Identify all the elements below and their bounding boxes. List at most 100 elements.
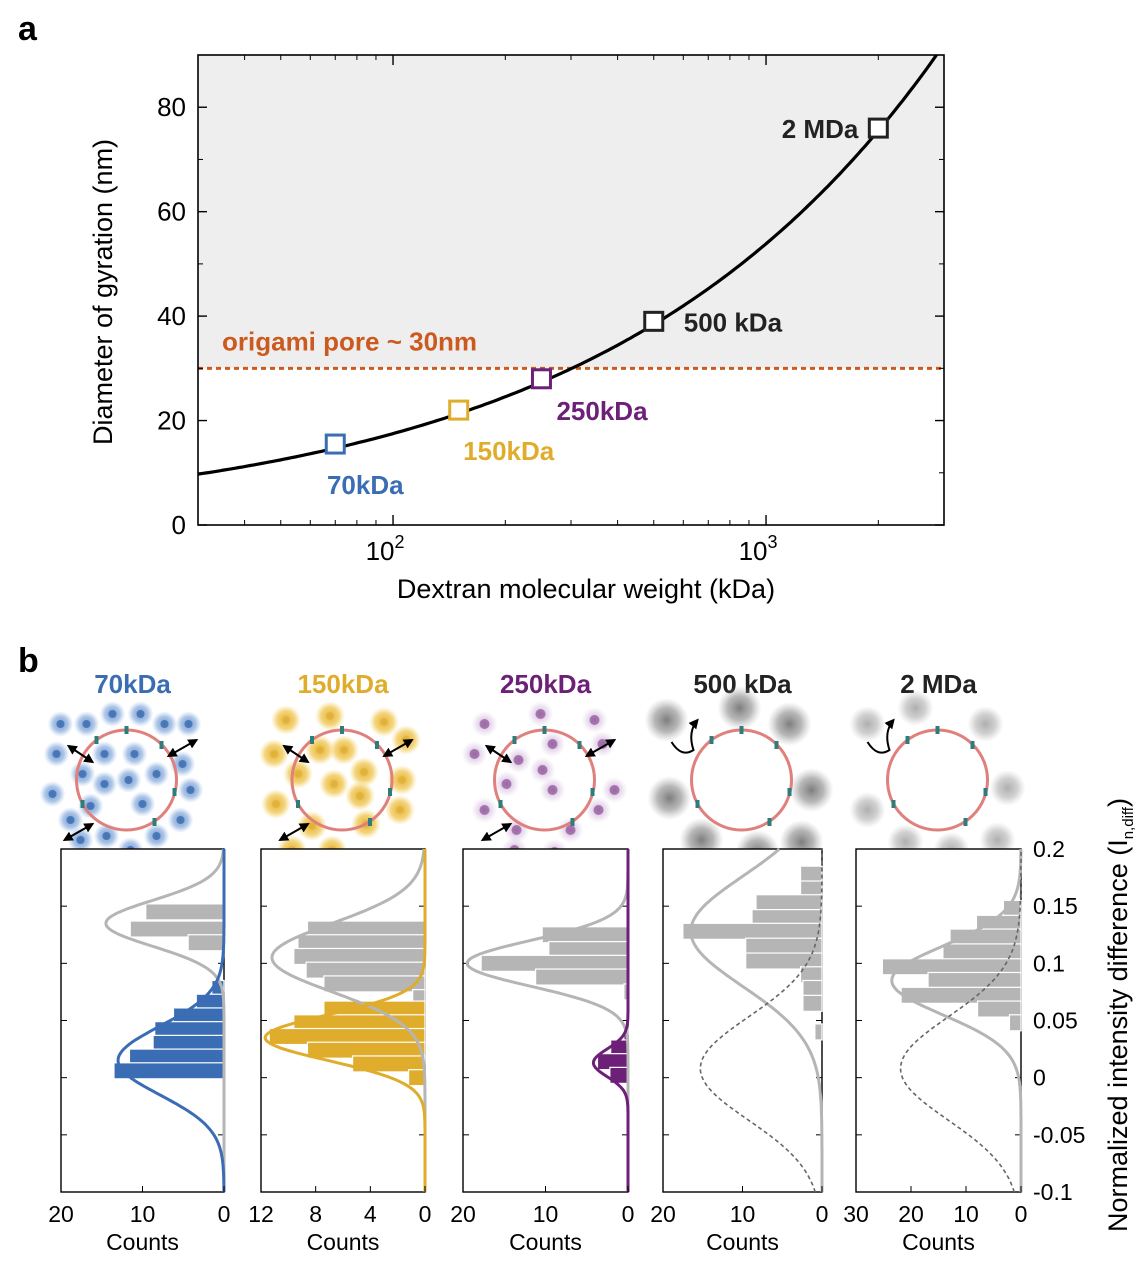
- histogram-frame: [855, 848, 1022, 1193]
- dashed-fit-curve: [699, 849, 823, 1193]
- histogram-bar: [799, 865, 823, 883]
- molecule-core: [479, 805, 490, 815]
- y-tick-label: 60: [157, 197, 186, 227]
- pore-gap: [542, 726, 547, 734]
- molecule: [897, 690, 934, 726]
- molecule: [767, 702, 812, 746]
- blocked-arrow: [866, 718, 895, 754]
- x-tick-label: 102: [366, 532, 405, 566]
- histogram-panel-5: 30 20 10 0 Counts: [843, 848, 1028, 1255]
- pore-gap: [296, 800, 300, 808]
- y-tick-label: 0.15: [1033, 893, 1078, 919]
- data-point: [448, 399, 470, 421]
- panel-a-y-axis-label: Diameter of gyration (nm): [88, 139, 118, 445]
- molecule-core: [66, 816, 75, 824]
- panel-a-letter: a: [18, 10, 38, 48]
- gray-fit-curve: [104, 848, 226, 1192]
- molecule-core: [593, 805, 604, 815]
- pore-illustration-2: [259, 701, 421, 865]
- data-point-label: 2 MDa: [782, 114, 859, 144]
- pore-gap: [152, 818, 157, 826]
- data-point-label: 150kDa: [463, 436, 555, 466]
- x-tick-label: 0: [622, 1201, 635, 1227]
- molecule-core: [511, 825, 522, 835]
- molecule-core: [547, 739, 558, 749]
- pore-gap: [905, 736, 910, 744]
- histogram-bar: [187, 934, 225, 952]
- histogram-bar: [323, 975, 426, 993]
- molecule: [644, 698, 689, 742]
- pore-gap: [695, 800, 700, 808]
- color-fit-curve: [116, 849, 226, 1192]
- x-tick-label: 10: [953, 1201, 979, 1227]
- pore-gap: [94, 736, 99, 744]
- exchange-arrow: [166, 739, 199, 757]
- molecule-core: [160, 720, 169, 728]
- x-tick-label: 0: [1015, 1201, 1028, 1227]
- x-tick-label: 30: [843, 1201, 869, 1227]
- y-tick-label: 0: [172, 510, 186, 540]
- panel-b-title-2: 150kDa: [297, 669, 389, 699]
- pore-gap: [590, 788, 595, 796]
- pore-gap: [767, 818, 772, 826]
- molecule-core: [609, 785, 620, 795]
- histogram-bar: [745, 952, 823, 970]
- molecule-core: [308, 822, 316, 830]
- pore-gap: [935, 726, 940, 734]
- pore-gap: [310, 736, 314, 744]
- exchange-arrow: [66, 744, 95, 764]
- pore-illustration-1: [39, 701, 204, 863]
- molecule-core: [152, 770, 161, 778]
- y-tick-label: 80: [157, 92, 186, 122]
- pore-gap: [172, 788, 177, 796]
- molecule-core: [100, 780, 109, 788]
- pore-gap: [124, 726, 129, 734]
- x-tick-label: 10: [533, 1201, 559, 1227]
- molecule-core: [184, 720, 193, 728]
- pore-gap: [388, 788, 392, 796]
- histogram-bar: [145, 903, 225, 921]
- histogram-bar: [1008, 1014, 1022, 1032]
- molecule-core: [380, 718, 388, 726]
- x-tick-label: 103: [739, 532, 778, 566]
- x-tick-label: 20: [898, 1201, 924, 1227]
- panel-b-titles: 70kDa 150kDa 250kDa 500 kDa 2 MDa: [94, 669, 977, 699]
- exchange-arrow: [584, 739, 617, 757]
- panel-b-y-axis-label: Normalized intensity difference (In,diff…: [1103, 798, 1137, 1232]
- data-point: [324, 433, 346, 455]
- molecule-core: [76, 836, 85, 844]
- panel-b-letter: b: [18, 642, 39, 680]
- molecule-core: [469, 749, 480, 759]
- y-tick-label: 0.05: [1033, 1008, 1078, 1034]
- x-axis-label: Counts: [307, 1229, 380, 1255]
- molecule: [967, 706, 1004, 742]
- x-axis-label: Counts: [706, 1229, 779, 1255]
- molecule-core: [356, 792, 364, 800]
- pore-gap: [512, 736, 517, 744]
- panel-b-title-1: 70kDa: [94, 669, 171, 699]
- color-fit-curve: [591, 849, 630, 1192]
- pore-gap: [983, 788, 988, 796]
- histogram-bar: [927, 971, 1022, 990]
- molecule-core: [501, 779, 512, 789]
- panel-b: b 70kDa 150kDa 250kDa 500 kDa 2 MDa 20 10 0Cou…: [18, 642, 1137, 1255]
- molecule-core: [48, 790, 57, 798]
- gray-fit-curve: [890, 849, 1023, 1192]
- x-axis-label: Counts: [902, 1229, 975, 1255]
- histogram-bar: [802, 994, 823, 1012]
- data-point-label: 250kDa: [556, 396, 648, 426]
- pore-gap: [787, 788, 792, 796]
- panel-a-plot: origami pore ~ 30nm 0 20 40 60 80 102 103 70kDa 1…: [157, 54, 945, 566]
- pore-gap: [570, 818, 575, 826]
- molecule-core: [152, 832, 161, 840]
- y-tick-label: 0: [1033, 1065, 1046, 1091]
- exchange-arrow: [278, 823, 310, 841]
- molecule-core: [78, 770, 87, 778]
- blocked-arrow: [670, 718, 699, 754]
- pore-gap: [340, 726, 344, 734]
- pore-gap: [577, 741, 582, 749]
- histogram-bar: [682, 922, 823, 940]
- histogram-bar: [814, 1023, 823, 1041]
